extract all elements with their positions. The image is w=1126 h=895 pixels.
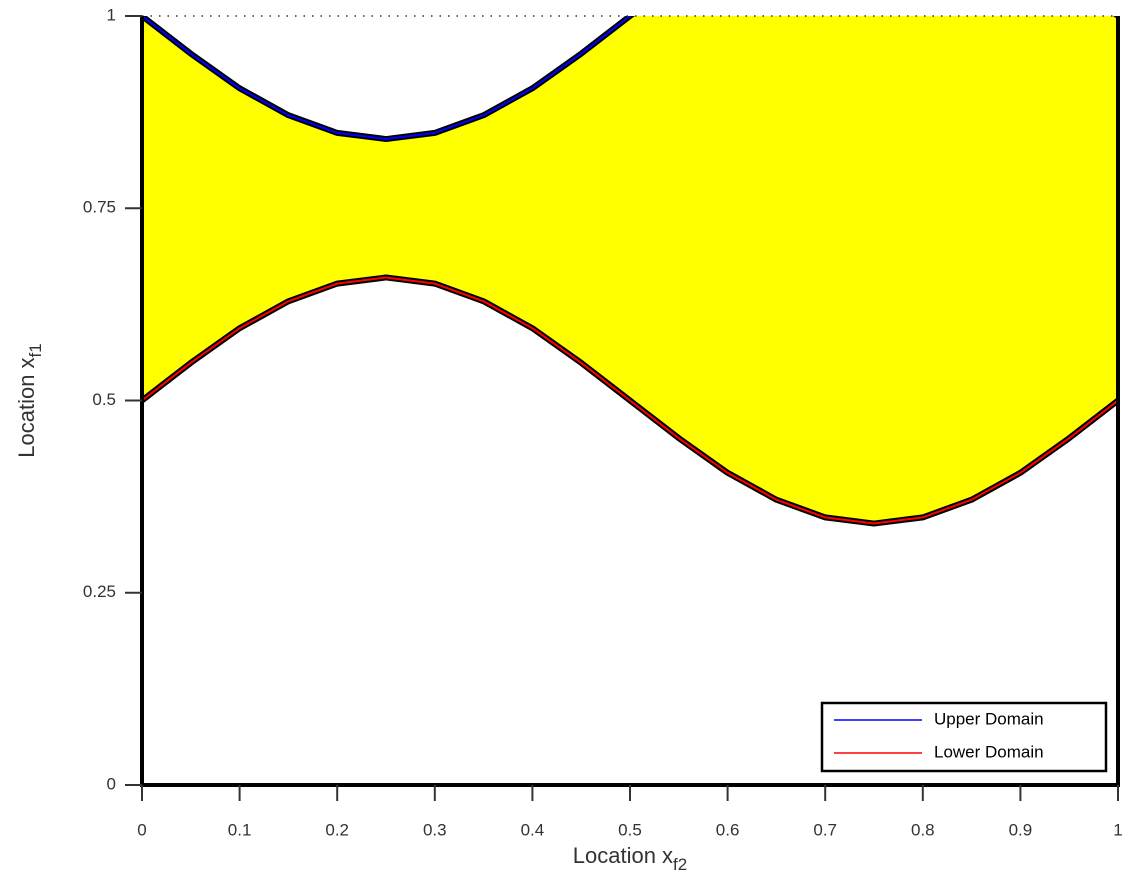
x-tick-label: 0.4 bbox=[521, 820, 545, 839]
y-tick-label: 0.5 bbox=[92, 390, 116, 409]
x-tick-label: 0 bbox=[137, 820, 146, 839]
x-tick-label: 0.1 bbox=[228, 820, 252, 839]
x-tick-label: 0.7 bbox=[813, 820, 837, 839]
legend: Upper Domain Lower Domain bbox=[820, 701, 1108, 773]
curve bbox=[142, 16, 1118, 141]
x-tick-label: 0.6 bbox=[716, 820, 740, 839]
x-tick-label: 0.3 bbox=[423, 820, 447, 839]
y-tick-label: 0.75 bbox=[83, 198, 116, 217]
y-tick-label: 0.25 bbox=[83, 582, 116, 601]
x-axis-label: Location xf2 bbox=[573, 843, 687, 875]
x-tick-label: 0.9 bbox=[1009, 820, 1033, 839]
x-tick-label: 0.5 bbox=[618, 820, 642, 839]
legend-label: Lower Domain bbox=[934, 742, 1044, 761]
x-axis-label-text: Location x bbox=[573, 843, 673, 868]
curve bbox=[142, 276, 1118, 525]
y-axis-label-text: Location x bbox=[14, 357, 39, 457]
x-tick-label: 0.2 bbox=[325, 820, 349, 839]
legend-box bbox=[820, 701, 1108, 773]
legend-label: Upper Domain bbox=[934, 709, 1044, 728]
y-tick-label: 0 bbox=[107, 774, 116, 793]
x-tick-label: 0.8 bbox=[911, 820, 935, 839]
y-tick-label: 1 bbox=[107, 5, 116, 24]
x-axis-label-subscript: f2 bbox=[673, 855, 687, 874]
y-axis-label: Location xf1 bbox=[14, 343, 46, 457]
y-axis-label-subscript: f1 bbox=[26, 343, 45, 357]
band-fill bbox=[142, 16, 1118, 524]
x-tick-label: 1 bbox=[1113, 820, 1122, 839]
plot-area bbox=[142, 16, 1118, 527]
